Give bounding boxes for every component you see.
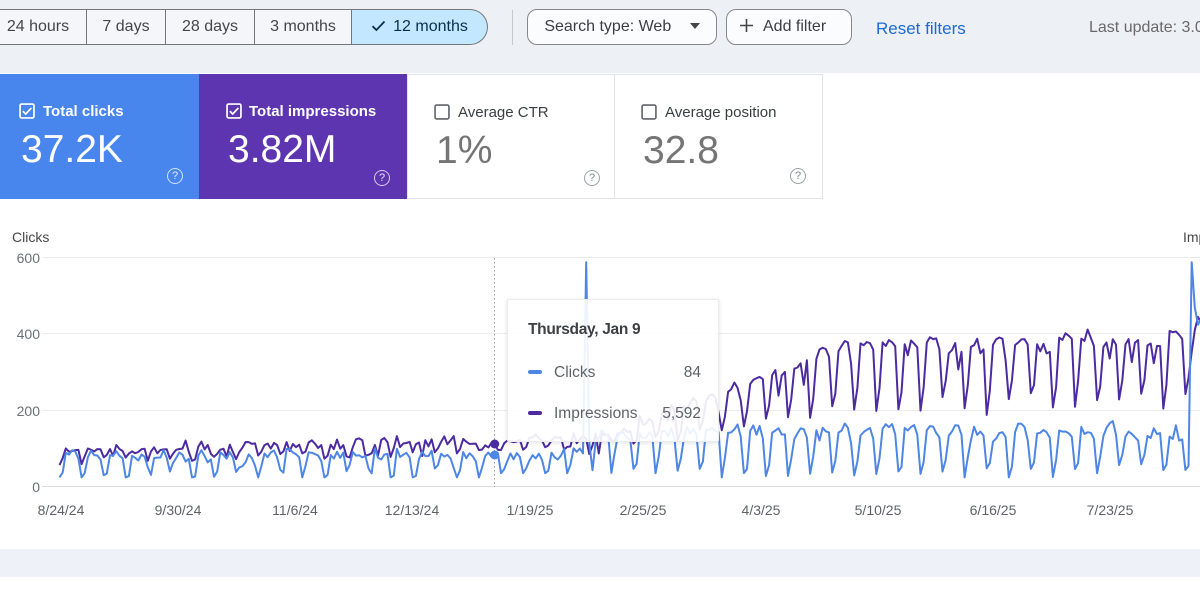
svg-text:11/6/24: 11/6/24 bbox=[272, 502, 318, 518]
svg-text:200: 200 bbox=[17, 403, 41, 419]
svg-text:Impressions: Impressions bbox=[1183, 229, 1200, 245]
svg-text:4/3/25: 4/3/25 bbox=[742, 502, 781, 518]
svg-text:0: 0 bbox=[32, 479, 40, 495]
svg-text:600: 600 bbox=[17, 250, 41, 266]
svg-text:400: 400 bbox=[17, 326, 41, 342]
svg-text:Clicks: Clicks bbox=[12, 229, 49, 245]
svg-text:2/25/25: 2/25/25 bbox=[620, 502, 667, 518]
svg-text:9/30/24: 9/30/24 bbox=[155, 502, 202, 518]
svg-text:5/10/25: 5/10/25 bbox=[855, 502, 902, 518]
svg-text:12/13/24: 12/13/24 bbox=[385, 502, 440, 518]
svg-text:6/16/25: 6/16/25 bbox=[970, 502, 1017, 518]
svg-text:1/19/25: 1/19/25 bbox=[507, 502, 554, 518]
svg-text:7/23/25: 7/23/25 bbox=[1087, 502, 1134, 518]
svg-text:8/24/24: 8/24/24 bbox=[38, 502, 85, 518]
